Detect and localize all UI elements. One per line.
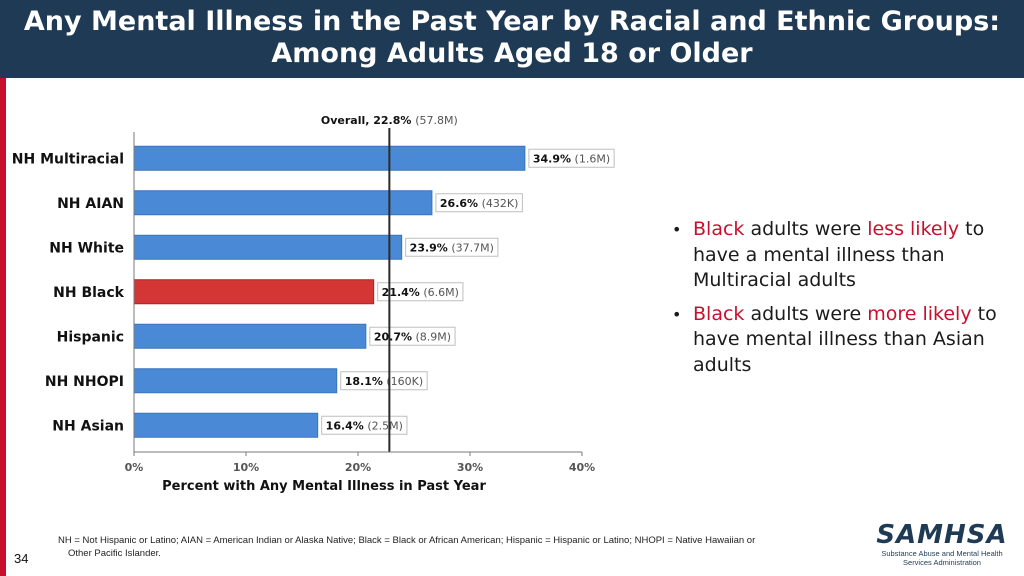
data-label: 20.7% (8.9M): [369, 326, 456, 346]
bullet-term: Black: [693, 302, 745, 325]
bullet-item: • Black adults were less likely to have a…: [672, 217, 1002, 294]
accent-stripe: [0, 78, 6, 576]
slide-title-line-2: Among Adults Aged 18 or Older: [271, 38, 753, 69]
bullet-item: • Black adults were more likely to have m…: [672, 302, 1002, 379]
data-label: 23.9% (37.7M): [405, 237, 499, 257]
category-label: NH NHOPI: [45, 374, 124, 390]
data-label: 26.6% (432K): [435, 193, 523, 213]
bar-nh-asian: [133, 412, 319, 438]
samhsa-logo: SAMHSA Substance Abuse and Mental Health…: [876, 521, 1008, 567]
data-label-box: [377, 282, 464, 302]
bar-chart: NH Multiracial 34.9% (1.6M) NH AIAN 26.6% (…: [12, 114, 615, 494]
data-label-count: (37.7M): [448, 241, 494, 254]
x-tick-label: 30%: [457, 461, 483, 474]
bar-nh-black: [133, 279, 375, 305]
data-label-value: 26.6% (432K): [440, 197, 518, 210]
bullet-text: to have mental illness than Asian adults: [693, 302, 997, 376]
data-label-count: (2.5M): [364, 419, 403, 432]
bar-nh-multiracial: [133, 145, 526, 171]
x-tick-label: 40%: [569, 461, 595, 474]
title-bar: Any Mental Illness in the Past Year by R…: [0, 0, 1024, 78]
slide-title-line-1: Any Mental Illness in the Past Year by R…: [23, 6, 1001, 37]
category-label: NH White: [49, 240, 124, 256]
data-label-box: [321, 415, 408, 435]
data-label: 16.4% (2.5M): [321, 415, 408, 435]
overall-label: Overall, 22.8% (57.8M): [321, 114, 458, 127]
data-label-box: [340, 371, 428, 391]
data-label-value: 23.9% (37.7M): [410, 241, 494, 254]
x-tick-label: 0%: [125, 461, 144, 474]
overall-count: (57.8M): [415, 114, 458, 127]
data-label-box: [405, 237, 499, 257]
category-label: Hispanic: [57, 329, 124, 345]
data-label-value: 21.4% (6.6M): [382, 286, 459, 299]
footnote-line-2: Other Pacific Islander.: [68, 548, 161, 559]
data-label-count: (160K): [383, 375, 423, 388]
footnote: NH = Not Hispanic or Latino; AIAN = Amer…: [58, 534, 858, 560]
logo-subtitle-2: Services Administration: [903, 558, 981, 567]
data-label-count: (8.9M): [412, 330, 451, 343]
data-label: 21.4% (6.6M): [377, 282, 464, 302]
category-label: NH Asian: [52, 418, 124, 434]
data-label-count: (432K): [478, 197, 518, 210]
page-number: 34: [14, 551, 29, 566]
bar-nh-aian: [133, 190, 433, 216]
bullet-dot-icon: •: [672, 220, 682, 239]
x-tick-label: 20%: [345, 461, 371, 474]
bullet-dot-icon: •: [672, 304, 682, 324]
data-label-count: (1.6M): [571, 152, 610, 165]
data-label-count: (6.6M): [420, 286, 459, 299]
footnote-line-1: NH = Not Hispanic or Latino; AIAN = Amer…: [58, 535, 756, 546]
data-label-value: 20.7% (8.9M): [374, 330, 451, 343]
bar-nh-nhopi: [133, 368, 338, 394]
bullet-term: Black: [693, 218, 745, 240]
logo-wordmark: SAMHSA: [876, 520, 1008, 550]
data-label-box: [369, 326, 456, 346]
category-label: NH Black: [53, 285, 125, 301]
x-axis-title: Percent with Any Mental Illness in Past …: [162, 479, 486, 494]
category-label: NH AIAN: [57, 196, 124, 212]
data-label-value: 16.4% (2.5M): [326, 419, 403, 432]
data-label: 34.9% (1.6M): [528, 148, 615, 168]
data-label: 18.1% (160K): [340, 371, 428, 391]
category-label: NH Multiracial: [12, 151, 124, 167]
bullet-text: adults were: [744, 302, 868, 325]
bar-nh-white: [133, 234, 403, 260]
bullet-emphasis: less likely: [867, 218, 960, 240]
bullet-text: adults were: [744, 218, 868, 240]
bar-hispanic: [133, 323, 367, 349]
bullet-emphasis: more likely: [867, 302, 972, 325]
bullet-text: to have a mental illness than Multiracia…: [693, 218, 985, 291]
data-label-value: 18.1% (160K): [345, 375, 423, 388]
logo-subtitle-1: Substance Abuse and Mental Health: [881, 549, 1003, 558]
data-label-box: [528, 148, 615, 168]
bullet-list: • Black adults were less likely to have a…: [672, 217, 1002, 386]
data-label-box: [435, 193, 523, 213]
data-label-value: 34.9% (1.6M): [533, 152, 610, 165]
x-tick-label: 10%: [233, 461, 259, 474]
